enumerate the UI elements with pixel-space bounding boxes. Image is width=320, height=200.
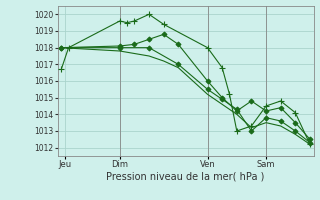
X-axis label: Pression niveau de la mer( hPa ): Pression niveau de la mer( hPa ) <box>107 172 265 182</box>
